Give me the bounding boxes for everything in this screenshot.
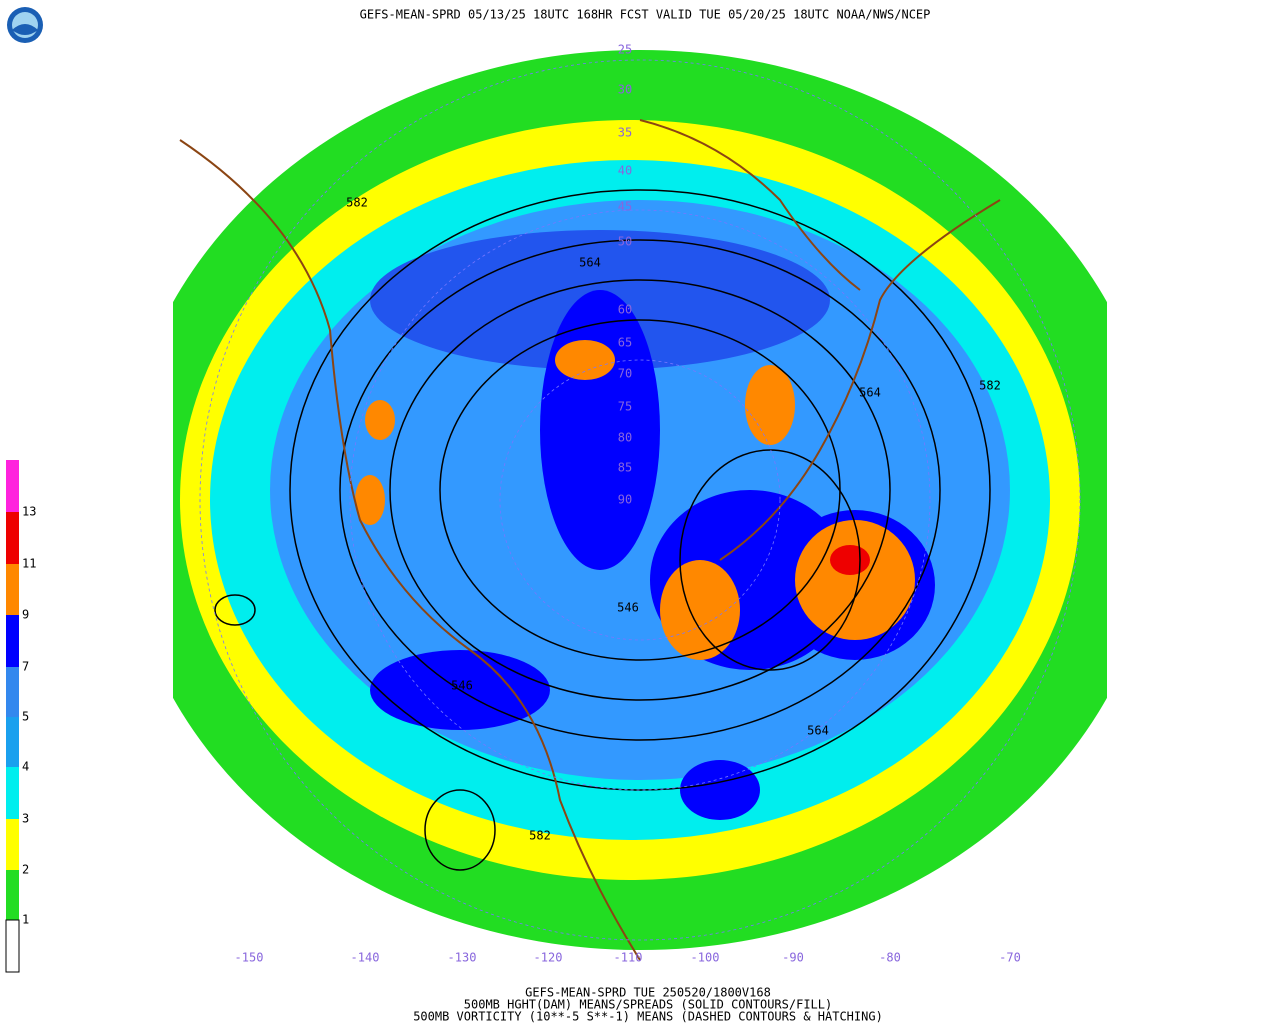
colorbar-label: 7 [22, 660, 29, 674]
footer-line: 500MB VORTICITY (10**-5 S**-1) MEANS (DA… [413, 1010, 883, 1024]
contour-label: 564 [579, 256, 601, 270]
colorbar-label: 11 [22, 557, 36, 571]
contour-label: 582 [346, 196, 368, 210]
contour-label: 546 [451, 679, 473, 693]
latitude-label: 65 [618, 336, 632, 350]
latitude-label: 80 [618, 431, 632, 445]
latitude-label: 60 [618, 303, 632, 317]
colorbar-label: 5 [22, 710, 29, 724]
contour-label: 582 [529, 829, 551, 843]
longitude-label: -130 [448, 951, 477, 965]
longitude-label: -80 [879, 951, 901, 965]
latitude-label: 70 [618, 367, 632, 381]
contour-label: 582 [979, 379, 1001, 393]
longitude-label: -110 [614, 951, 643, 965]
longitude-label: -100 [691, 951, 720, 965]
latitude-label: 45 [618, 200, 632, 214]
latitude-label: 25 [618, 43, 632, 57]
noaa-logo [7, 7, 43, 43]
contour-label: 546 [617, 601, 639, 615]
longitude-label: -70 [999, 951, 1021, 965]
longitude-label: -140 [351, 951, 380, 965]
footer-line: GEFS-MEAN-SPRD TUE 250520/1800V168 [525, 986, 771, 1000]
latitude-label: 75 [618, 400, 632, 414]
colorbar-label: 3 [22, 812, 29, 826]
title: GEFS-MEAN-SPRD 05/13/25 18UTC 168HR FCST… [360, 8, 931, 22]
contour-label: 564 [807, 724, 829, 738]
colorbar-label: 4 [22, 760, 29, 774]
contour-label: 564 [859, 386, 881, 400]
colorbar-label: 1 [22, 913, 29, 927]
longitude-label: -120 [534, 951, 563, 965]
latitude-label: 90 [618, 493, 632, 507]
colorbar-label: 13 [22, 505, 36, 519]
map [173, 33, 1107, 966]
colorbar [5, 460, 20, 973]
latitude-label: 35 [618, 126, 632, 140]
longitude-label: -150 [235, 951, 264, 965]
longitude-label: -90 [782, 951, 804, 965]
latitude-label: 30 [618, 83, 632, 97]
footer-line: 500MB HGHT(DAM) MEANS/SPREADS (SOLID CON… [464, 998, 832, 1012]
latitude-label: 40 [618, 164, 632, 178]
colorbar-label: 9 [22, 608, 29, 622]
latitude-label: 50 [618, 235, 632, 249]
latitude-label: 85 [618, 461, 632, 475]
colorbar-label: 2 [22, 863, 29, 877]
